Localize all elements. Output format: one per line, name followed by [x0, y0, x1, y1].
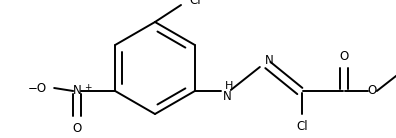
- Text: O: O: [72, 121, 82, 135]
- Text: Cl: Cl: [296, 120, 308, 132]
- Text: Cl: Cl: [189, 0, 201, 6]
- Text: H: H: [225, 81, 233, 91]
- Text: N: N: [73, 84, 82, 98]
- Text: O: O: [339, 50, 348, 63]
- Text: −O: −O: [28, 82, 47, 95]
- Text: N: N: [265, 55, 274, 67]
- Text: O: O: [367, 84, 377, 98]
- Text: +: +: [84, 83, 91, 91]
- Text: N: N: [223, 90, 231, 103]
